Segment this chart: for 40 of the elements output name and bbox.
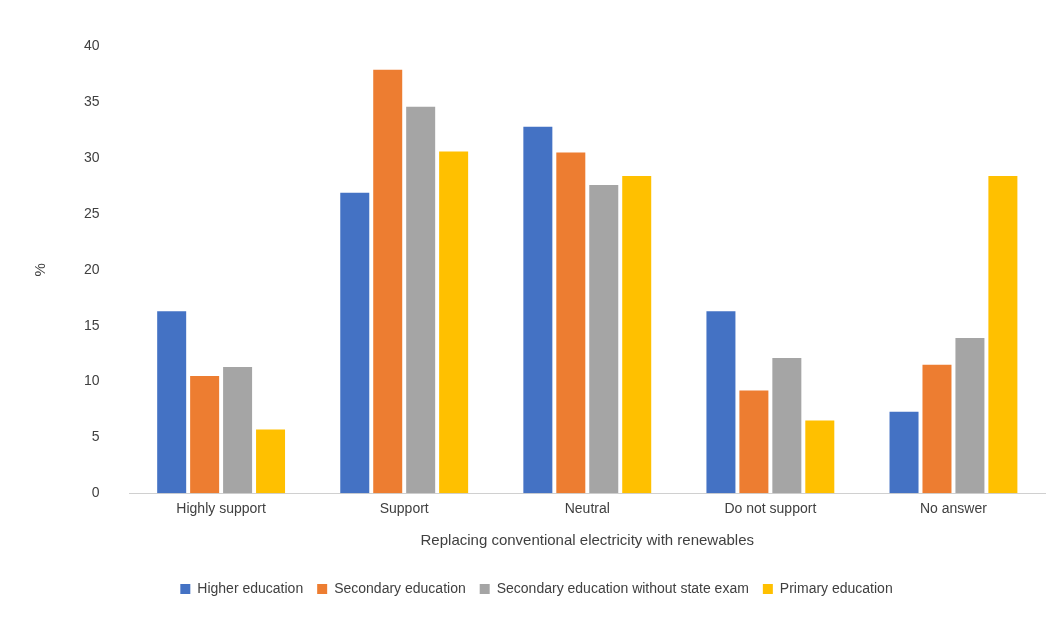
legend-label: Primary education [779,579,893,596]
bar [256,429,286,494]
bar [439,151,469,494]
bar [988,175,1018,494]
x-tick-label: Support [379,500,429,517]
bar [340,192,370,494]
legend-label: Secondary education [334,579,466,596]
bar [889,411,919,494]
y-tick-label: 20 [83,260,100,277]
y-tick-label: 10 [83,372,100,389]
x-tick-label: Highly support [176,500,266,517]
bar [523,126,553,494]
y-tick-label: 35 [83,93,100,110]
bar [556,152,586,494]
x-axis-title: Replacing conventional electricity with renewables [420,531,755,549]
bar [922,364,952,494]
x-tick-label: Do not support [724,500,817,517]
y-tick-label: 15 [83,316,100,333]
bar [622,175,652,494]
bar [772,358,802,494]
bar [190,375,220,494]
y-tick-label: 30 [83,148,100,165]
x-tick-label: No answer [920,500,988,517]
bar [955,337,985,494]
bar [373,69,403,494]
bar [706,311,736,494]
x-tick-label: Neutral [564,500,610,517]
bar [805,420,835,494]
bar [406,106,436,494]
bar [223,366,253,494]
legend-label: Secondary education without state exam [496,579,749,596]
bar [739,390,769,494]
y-tick-label: 0 [91,484,100,501]
bar [589,184,619,494]
y-tick-label: 40 [83,37,100,54]
bar [157,311,187,494]
y-tick-label: 5 [91,428,100,445]
y-axis-title: % [31,263,49,277]
legend-label: Higher education [197,579,304,596]
y-tick-label: 25 [83,204,100,221]
